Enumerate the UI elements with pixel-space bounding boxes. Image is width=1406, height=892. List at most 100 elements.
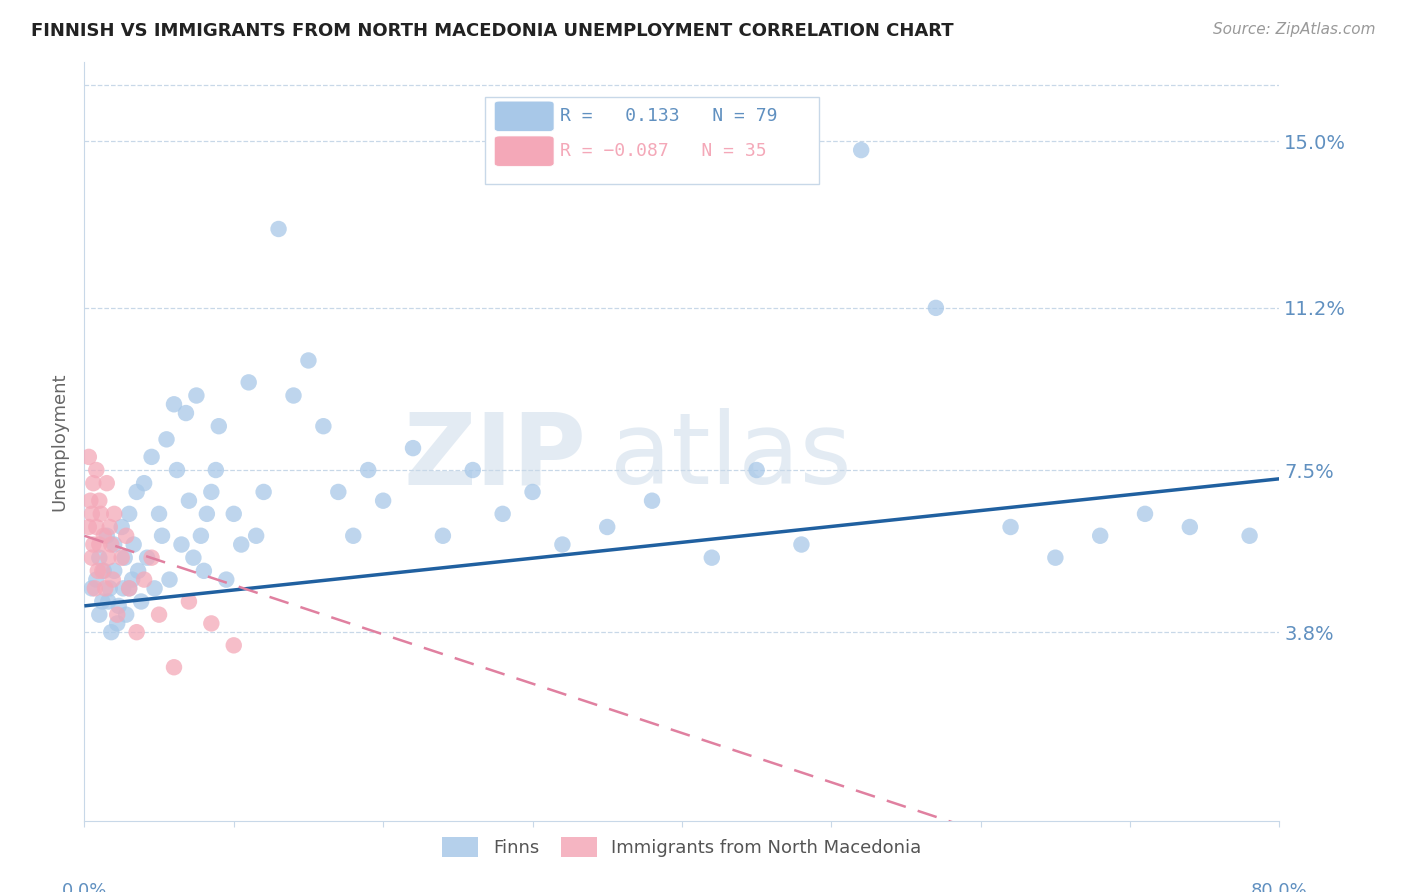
Point xyxy=(115,607,138,622)
Point xyxy=(80,550,103,565)
Point xyxy=(100,625,122,640)
Point xyxy=(111,550,134,565)
Point xyxy=(98,582,121,596)
Point xyxy=(86,520,108,534)
Point xyxy=(200,616,222,631)
Point xyxy=(118,582,141,596)
Point xyxy=(1133,507,1156,521)
Point xyxy=(1239,529,1261,543)
Point xyxy=(97,594,120,608)
Point xyxy=(103,507,125,521)
Point xyxy=(190,529,212,543)
Point xyxy=(193,564,215,578)
Point xyxy=(89,493,111,508)
Text: Source: ZipAtlas.com: Source: ZipAtlas.com xyxy=(1212,22,1375,37)
Point xyxy=(186,388,208,402)
Point xyxy=(267,222,290,236)
Point xyxy=(745,463,768,477)
Point xyxy=(96,476,118,491)
Point xyxy=(222,507,245,521)
Point xyxy=(1045,550,1067,565)
Text: atlas: atlas xyxy=(610,409,852,505)
Point xyxy=(166,463,188,477)
Point xyxy=(790,537,813,551)
Y-axis label: Unemployment: Unemployment xyxy=(51,372,69,511)
Point xyxy=(89,607,111,622)
Point xyxy=(283,388,305,402)
Point xyxy=(851,143,873,157)
Point xyxy=(115,529,138,543)
Point xyxy=(83,582,105,596)
Point xyxy=(82,476,104,491)
Point xyxy=(141,450,163,464)
Point xyxy=(91,564,114,578)
Point xyxy=(373,493,395,508)
Point xyxy=(183,550,205,565)
Point xyxy=(107,599,129,613)
Point xyxy=(114,550,136,565)
Point xyxy=(150,529,173,543)
Text: 0.0%: 0.0% xyxy=(62,882,107,892)
Point xyxy=(77,520,100,534)
Point xyxy=(312,419,335,434)
Point xyxy=(141,550,163,565)
Point xyxy=(91,594,114,608)
Text: 80.0%: 80.0% xyxy=(1251,882,1308,892)
Point xyxy=(103,537,125,551)
Point xyxy=(231,537,253,551)
Point xyxy=(97,550,120,565)
Point xyxy=(79,493,101,508)
Point xyxy=(125,625,148,640)
Point xyxy=(238,376,260,390)
Point xyxy=(80,582,103,596)
FancyBboxPatch shape xyxy=(495,136,554,166)
Point xyxy=(551,537,574,551)
Point xyxy=(136,550,159,565)
Point xyxy=(121,573,143,587)
Point xyxy=(159,573,181,587)
Point xyxy=(700,550,723,565)
Point xyxy=(522,485,544,500)
Point xyxy=(208,419,231,434)
Point xyxy=(357,463,380,477)
Point xyxy=(132,476,156,491)
Point xyxy=(125,485,148,500)
Point xyxy=(105,607,128,622)
Point xyxy=(93,564,115,578)
Point xyxy=(328,485,350,500)
Point xyxy=(90,507,112,521)
Point xyxy=(297,353,319,368)
Point xyxy=(129,594,152,608)
Legend: Finns, Immigrants from North Macedonia: Finns, Immigrants from North Macedonia xyxy=(434,830,929,864)
Point xyxy=(195,507,218,521)
Point xyxy=(77,450,100,464)
Point xyxy=(103,564,125,578)
Point xyxy=(177,594,200,608)
Point xyxy=(641,493,664,508)
Point xyxy=(98,520,121,534)
Text: R =   0.133   N = 79: R = 0.133 N = 79 xyxy=(560,107,778,125)
Point xyxy=(596,520,619,534)
Point xyxy=(155,433,177,447)
Point xyxy=(174,406,197,420)
Point xyxy=(143,582,166,596)
Point xyxy=(342,529,364,543)
Point xyxy=(86,573,108,587)
FancyBboxPatch shape xyxy=(485,96,820,184)
Text: R = −0.087   N = 35: R = −0.087 N = 35 xyxy=(560,142,766,161)
FancyBboxPatch shape xyxy=(495,101,554,131)
Point xyxy=(432,529,454,543)
Point xyxy=(112,582,135,596)
Point xyxy=(118,582,141,596)
Point xyxy=(215,573,238,587)
Point xyxy=(111,520,134,534)
Point xyxy=(148,507,170,521)
Point xyxy=(87,564,110,578)
Point xyxy=(925,301,948,315)
Point xyxy=(170,537,193,551)
Point xyxy=(222,638,245,652)
Point xyxy=(80,507,103,521)
Point xyxy=(177,493,200,508)
Text: ZIP: ZIP xyxy=(404,409,586,505)
Point xyxy=(101,573,124,587)
